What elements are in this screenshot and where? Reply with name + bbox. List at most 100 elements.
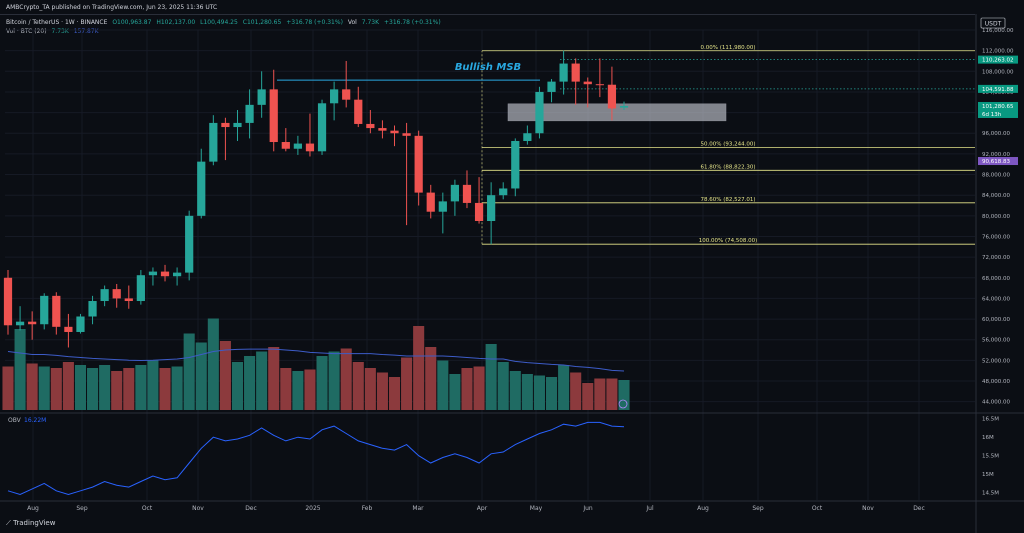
volume-ma-line <box>7 348 625 372</box>
volume-bar <box>244 356 256 410</box>
vol-label: Vol <box>347 19 357 26</box>
candle-body <box>607 84 617 109</box>
volume-bar <box>570 372 582 410</box>
price-badge-text: 104,591.88 <box>982 87 1014 93</box>
time-axis-label: 2025 <box>305 505 320 512</box>
volume-legend[interactable]: Vol · BTC (20) 7.73K 157.87K <box>6 28 102 35</box>
currency-box <box>980 17 1006 29</box>
volume-bar <box>14 329 26 410</box>
fib-level-label: 0.00% (111,980.00) <box>700 45 755 51</box>
fib-level-label: 100.00% (74,508.00) <box>699 238 758 244</box>
candle-body <box>293 143 302 149</box>
volume-bar <box>99 365 111 410</box>
volume-bar <box>521 374 533 410</box>
candle-body <box>257 89 266 105</box>
high-value: H102,137.00 <box>156 19 196 26</box>
time-axis-label: May <box>530 505 543 512</box>
volume-bar <box>38 366 50 410</box>
obv-axis-label: 16M <box>982 435 994 441</box>
volume-bar <box>485 344 497 410</box>
symbol-title[interactable]: Bitcoin / TetherUS · 1W · BINANCE <box>6 19 108 26</box>
tradingview-text: TradingView <box>13 519 56 527</box>
volume-bar <box>376 372 388 410</box>
volume-bar <box>219 341 231 410</box>
volume-bar <box>171 366 183 410</box>
fib-level-label: 50.00% (93,244.00) <box>700 141 755 147</box>
time-axis-label: Nov <box>862 505 874 512</box>
volume-bar <box>328 351 340 410</box>
candle-body <box>354 99 363 124</box>
candle-body <box>511 140 520 189</box>
price-axis-label: 92,000.00 <box>982 152 1010 158</box>
volume-bar <box>582 383 594 410</box>
price-badge <box>978 101 1018 118</box>
time-axis-label: Sep <box>76 505 88 512</box>
volume-bar <box>425 347 437 410</box>
candle-body <box>378 128 387 131</box>
volume-bar <box>304 369 316 410</box>
obv-axis-label: 15.5M <box>982 454 999 460</box>
time-axis-label: Apr <box>477 505 488 512</box>
candle-body <box>148 271 158 276</box>
candle-body <box>462 184 472 203</box>
volume-bar <box>509 371 521 410</box>
fib-level-label: 78.60% (82,527.01) <box>700 197 755 203</box>
time-axis-label: Oct <box>812 505 823 512</box>
volume-bar <box>87 368 99 410</box>
time-axis-label: Dec <box>913 505 925 512</box>
candle-body <box>366 123 375 129</box>
candle-body <box>269 89 278 143</box>
volume-bar <box>62 362 74 410</box>
open-value: O100,963.87 <box>112 19 152 26</box>
candle-body <box>523 133 532 141</box>
volume-bar <box>352 362 364 410</box>
candle-body <box>390 130 399 134</box>
volume-bar <box>159 368 171 410</box>
close-value: C101,280.65 <box>242 19 282 26</box>
candle-body <box>450 184 460 202</box>
candle-body <box>88 301 97 317</box>
candle-body <box>15 321 25 326</box>
ohlc-line: Bitcoin / TetherUS · 1W · BINANCE O100,9… <box>6 19 444 26</box>
vol-value: 7.73K <box>361 19 380 26</box>
price-badge <box>978 84 1018 93</box>
event-marker-icon <box>618 399 628 409</box>
tradingview-logo[interactable]: ⟋ TradingView <box>6 519 55 528</box>
volume-bar <box>183 333 195 410</box>
low-value: L100,494.25 <box>200 19 238 26</box>
obv-label: OBV <box>8 417 22 424</box>
publisher-line: AMBCrypto_TA published on TradingView.co… <box>6 4 220 11</box>
candle-body <box>487 195 496 221</box>
vol-sma-value2: 157.87K <box>73 28 99 35</box>
price-axis-label: 112,000.00 <box>982 49 1014 55</box>
candle-body <box>52 295 61 327</box>
volume-bar <box>26 363 38 410</box>
candle-body <box>619 105 629 108</box>
msb-label: Bullish MSB <box>455 62 521 73</box>
time-axis-label: Mar <box>412 505 424 512</box>
obv-value: 16.22M <box>24 417 46 424</box>
price-axis-label: 44,000.00 <box>982 400 1010 406</box>
candle-body <box>76 316 85 332</box>
volume-bar <box>558 365 570 410</box>
price-axis-label: 96,000.00 <box>982 131 1010 137</box>
candle-body <box>172 272 182 277</box>
candle-body <box>535 91 544 134</box>
price-axis-label: 104,000.00 <box>982 90 1014 96</box>
volume-bar <box>437 360 449 410</box>
time-axis-label: Oct <box>142 505 153 512</box>
candle-body <box>595 84 604 86</box>
candle-body <box>281 142 290 149</box>
volume-bar <box>123 368 135 410</box>
price-badge <box>978 55 1018 64</box>
candle-body <box>28 321 37 325</box>
candle-body <box>583 81 592 85</box>
price-axis-label: 88,000.00 <box>982 173 1010 179</box>
obv-line <box>7 421 625 496</box>
obv-axis-label: 15M <box>982 472 994 478</box>
volume-bar <box>461 368 473 410</box>
volume-bar <box>473 366 485 410</box>
candle-body <box>305 143 315 152</box>
candle-body <box>136 275 145 302</box>
